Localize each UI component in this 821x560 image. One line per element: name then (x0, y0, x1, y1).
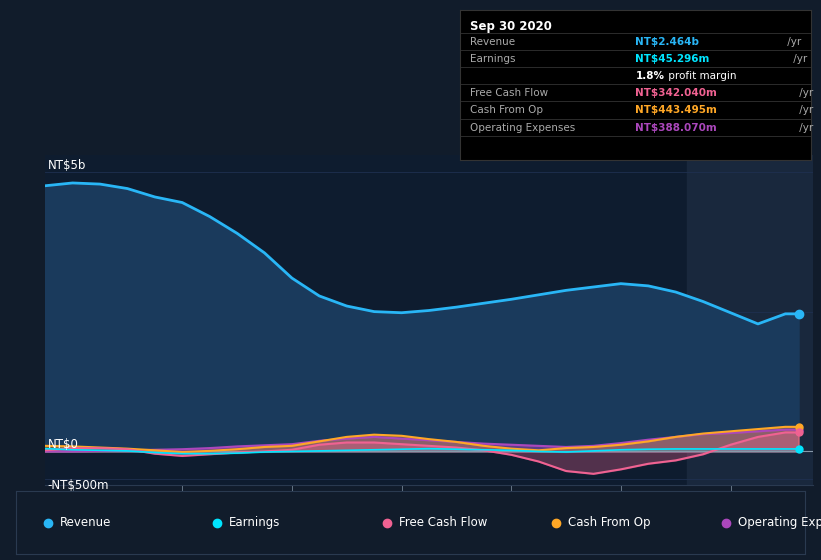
Text: Operating Expenses: Operating Expenses (737, 516, 821, 529)
Text: NT$342.040m: NT$342.040m (635, 88, 718, 98)
Text: /yr: /yr (796, 88, 814, 98)
Text: /yr: /yr (784, 37, 801, 46)
Text: -NT$500m: -NT$500m (48, 479, 109, 492)
Text: /yr: /yr (790, 54, 807, 64)
Text: Sep 30 2020: Sep 30 2020 (470, 20, 553, 33)
Text: Earnings: Earnings (470, 54, 516, 64)
Text: Earnings: Earnings (229, 516, 281, 529)
Text: Operating Expenses: Operating Expenses (470, 123, 576, 133)
Text: Cash From Op: Cash From Op (470, 105, 544, 115)
Bar (686, 155, 813, 485)
Text: Revenue: Revenue (60, 516, 111, 529)
Text: Free Cash Flow: Free Cash Flow (470, 88, 548, 98)
Text: /yr: /yr (796, 105, 814, 115)
Text: NT$45.296m: NT$45.296m (635, 54, 710, 64)
Text: NT$2.464b: NT$2.464b (635, 37, 699, 46)
Text: Free Cash Flow: Free Cash Flow (399, 516, 487, 529)
Text: Revenue: Revenue (470, 37, 516, 46)
Text: NT$388.070m: NT$388.070m (635, 123, 718, 133)
Text: 1.8%: 1.8% (635, 71, 664, 81)
Text: profit margin: profit margin (665, 71, 736, 81)
Text: NT$5b: NT$5b (48, 159, 86, 172)
Text: NT$0: NT$0 (48, 438, 78, 451)
Text: NT$443.495m: NT$443.495m (635, 105, 718, 115)
Text: Cash From Op: Cash From Op (568, 516, 650, 529)
Text: /yr: /yr (796, 123, 814, 133)
